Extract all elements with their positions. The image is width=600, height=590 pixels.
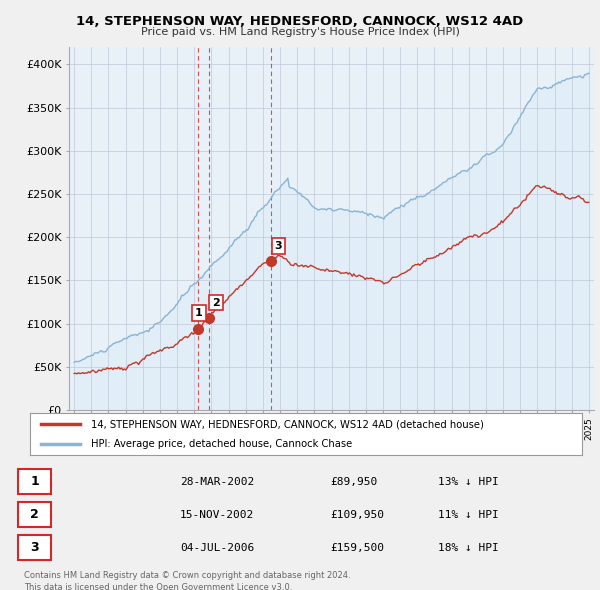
Text: Contains HM Land Registry data © Crown copyright and database right 2024.
This d: Contains HM Land Registry data © Crown c… [24,571,350,590]
Text: £159,500: £159,500 [330,543,384,553]
Text: £89,950: £89,950 [330,477,377,487]
FancyBboxPatch shape [18,536,51,560]
Text: 2: 2 [212,297,220,307]
FancyBboxPatch shape [18,502,51,527]
Text: 14, STEPHENSON WAY, HEDNESFORD, CANNOCK, WS12 4AD: 14, STEPHENSON WAY, HEDNESFORD, CANNOCK,… [76,15,524,28]
Text: 18% ↓ HPI: 18% ↓ HPI [438,543,499,553]
Text: 1: 1 [30,475,39,489]
Text: 11% ↓ HPI: 11% ↓ HPI [438,510,499,520]
Text: 14, STEPHENSON WAY, HEDNESFORD, CANNOCK, WS12 4AD (detached house): 14, STEPHENSON WAY, HEDNESFORD, CANNOCK,… [91,419,484,430]
Text: 1: 1 [195,308,203,318]
Text: Price paid vs. HM Land Registry's House Price Index (HPI): Price paid vs. HM Land Registry's House … [140,27,460,37]
Text: 04-JUL-2006: 04-JUL-2006 [180,543,254,553]
Text: £109,950: £109,950 [330,510,384,520]
Text: 15-NOV-2002: 15-NOV-2002 [180,510,254,520]
Text: HPI: Average price, detached house, Cannock Chase: HPI: Average price, detached house, Cann… [91,439,352,449]
FancyBboxPatch shape [18,470,51,494]
Text: 3: 3 [275,241,282,251]
Text: 2: 2 [30,508,39,522]
Text: 13% ↓ HPI: 13% ↓ HPI [438,477,499,487]
Text: 28-MAR-2002: 28-MAR-2002 [180,477,254,487]
Text: 3: 3 [30,541,39,555]
